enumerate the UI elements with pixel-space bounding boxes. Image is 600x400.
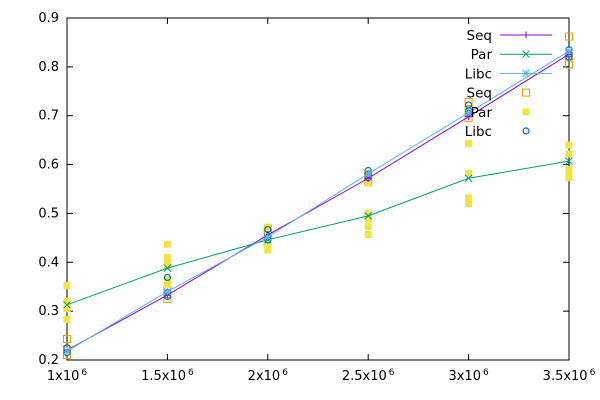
scatter-point xyxy=(465,169,473,177)
line-point xyxy=(565,157,573,166)
scatter-point xyxy=(565,141,573,149)
x-tick-label: 3.5x10 6 xyxy=(543,368,596,384)
legend-label: Par xyxy=(471,47,493,63)
scatter-point xyxy=(364,215,372,223)
scatter-point xyxy=(63,282,71,290)
scatter-point xyxy=(163,253,171,261)
legend-label: Libc xyxy=(465,124,492,140)
scatter-point xyxy=(364,209,372,217)
line-point xyxy=(565,47,573,56)
series-line xyxy=(66,50,570,352)
y-tick-label: 0.5 xyxy=(38,206,59,221)
line-point xyxy=(263,233,272,241)
scatter-point xyxy=(565,174,573,182)
scatter-point xyxy=(63,334,71,343)
legend-label: Seq xyxy=(467,28,492,44)
scatter-series-par xyxy=(63,140,573,323)
legend: Seq Par Libc Seq Par Libc xyxy=(465,28,552,140)
legend-label: Libc xyxy=(465,66,492,82)
axes: 0.2 0.3 0.4 0.5 0.6 0.7 0.8 0.9 1x10 6 1.5x10 6 2x10… xyxy=(38,11,595,384)
series-line xyxy=(66,160,570,306)
scatter-point xyxy=(565,60,573,69)
series-line xyxy=(66,53,570,351)
legend-entry: Par xyxy=(471,105,530,121)
line-point xyxy=(63,300,71,309)
scatter-point xyxy=(465,194,473,202)
y-tick-label: 0.7 xyxy=(38,109,59,124)
x-tick-label: 1.5x10 6 xyxy=(141,368,194,384)
legend-marker xyxy=(522,108,530,116)
line-point xyxy=(364,212,373,220)
legend-marker xyxy=(522,50,530,59)
line-point xyxy=(163,287,172,296)
legend-entry: Par xyxy=(471,47,552,63)
legend-marker xyxy=(522,69,530,78)
scatter-point xyxy=(565,32,573,41)
line-point xyxy=(364,170,373,178)
y-tick-label: 0.6 xyxy=(38,158,59,173)
scatter-point xyxy=(465,140,473,148)
scatter-point xyxy=(264,241,272,249)
legend-marker xyxy=(522,31,530,39)
y-tick-label: 0.4 xyxy=(38,255,59,270)
legend-marker xyxy=(522,88,530,97)
scatter-point xyxy=(163,258,171,266)
line-point xyxy=(464,108,473,117)
legend-marker xyxy=(522,127,530,135)
scatter-point xyxy=(163,275,171,283)
line-point xyxy=(163,264,172,273)
scatter-point xyxy=(63,305,71,313)
y-tick-label: 0.2 xyxy=(38,353,59,368)
y-tick-label: 0.3 xyxy=(38,304,59,319)
scatter-point xyxy=(63,315,71,323)
line-point xyxy=(464,174,473,183)
scatter-point xyxy=(163,262,171,270)
x-tick-label: 2x10 6 xyxy=(248,368,289,384)
scatter-point xyxy=(465,200,473,208)
scatter-point xyxy=(63,297,71,305)
line-series-par xyxy=(63,157,573,309)
legend-label: Par xyxy=(471,105,493,121)
legend-entry: Libc xyxy=(465,66,552,82)
scatter-point xyxy=(264,246,272,254)
scatter-point xyxy=(364,230,372,238)
series-layer xyxy=(63,32,573,360)
legend-entry: Libc xyxy=(465,124,530,140)
scatter-point xyxy=(163,273,171,282)
legend-label: Seq xyxy=(467,86,492,102)
scatter-point xyxy=(163,240,171,248)
scatter-point xyxy=(364,223,372,231)
y-tick-label: 0.9 xyxy=(38,11,59,26)
legend-entry: Seq xyxy=(467,28,552,44)
line-point xyxy=(63,347,71,356)
plot-frame xyxy=(66,17,570,361)
scatter-point xyxy=(163,280,171,288)
scatter-point xyxy=(464,98,473,107)
legend-entry: Seq xyxy=(467,86,530,102)
x-tick-label: 1x10 6 xyxy=(47,368,88,384)
x-tick-label: 2.5x10 6 xyxy=(342,368,395,384)
scatter-point xyxy=(565,150,573,158)
x-tick-label: 3x10 6 xyxy=(448,368,489,384)
line-series-libc xyxy=(63,47,573,356)
y-tick-label: 0.8 xyxy=(38,60,59,75)
scatter-series-libc xyxy=(63,46,573,357)
scatter-point xyxy=(565,165,573,173)
scatter-point xyxy=(364,179,372,187)
